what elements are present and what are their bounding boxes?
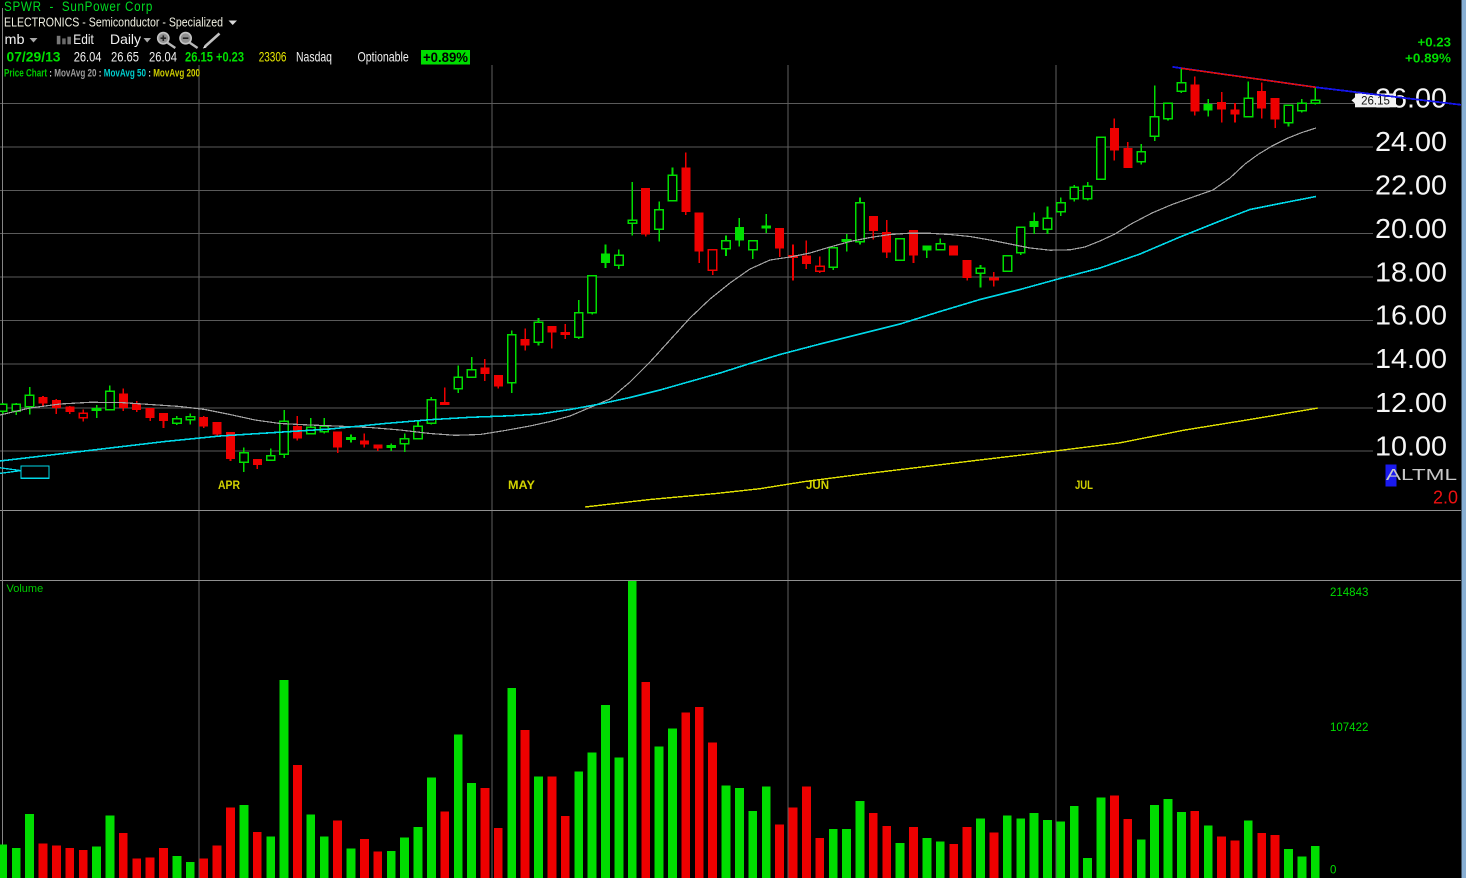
svg-text:18.00: 18.00 <box>1375 256 1447 287</box>
svg-text:+0.89%: +0.89% <box>423 50 468 65</box>
svg-text:16.00: 16.00 <box>1375 300 1447 331</box>
svg-text:0: 0 <box>1330 865 1336 877</box>
svg-text:Daily: Daily <box>110 31 141 47</box>
svg-text:214843: 214843 <box>1330 587 1368 599</box>
svg-text:12.00: 12.00 <box>1375 387 1447 418</box>
svg-text:ELECTRONICS - Semiconductor -: ELECTRONICS - Semiconductor - Specialize… <box>4 15 223 30</box>
svg-text:JUL: JUL <box>1075 480 1093 492</box>
svg-text:Price Chart : MovAvg 20 : MovA: Price Chart : MovAvg 20 : MovAvg 50 : Mo… <box>4 68 200 80</box>
svg-text:22.00: 22.00 <box>1375 170 1447 201</box>
svg-text:10.00: 10.00 <box>1375 430 1447 461</box>
svg-text:Optionable: Optionable <box>358 49 409 65</box>
svg-text:26.65: 26.65 <box>111 49 139 65</box>
svg-text:20.00: 20.00 <box>1375 213 1447 244</box>
svg-text:+0.89%: +0.89% <box>1405 52 1451 66</box>
svg-text:+0.23: +0.23 <box>1418 36 1452 50</box>
svg-text:26.04: 26.04 <box>74 49 102 65</box>
svg-text:24.00: 24.00 <box>1375 126 1447 157</box>
svg-text:MAY: MAY <box>508 480 535 492</box>
svg-text:Edit: Edit <box>73 31 94 47</box>
svg-text:107422: 107422 <box>1330 722 1368 734</box>
svg-text:23306: 23306 <box>259 49 287 65</box>
svg-text:APR: APR <box>218 480 241 492</box>
svg-text:mb: mb <box>5 31 25 47</box>
svg-text:26.15: 26.15 <box>1361 96 1390 108</box>
svg-text:07/29/13: 07/29/13 <box>7 49 61 65</box>
svg-text:SPWR - SunPower Corp: SPWR - SunPower Corp <box>4 0 153 14</box>
svg-text:+0.23: +0.23 <box>216 49 244 65</box>
svg-text:JUN: JUN <box>806 480 829 492</box>
svg-text:26.04: 26.04 <box>149 49 177 65</box>
svg-text:14.00: 14.00 <box>1375 343 1447 374</box>
svg-text:26.15: 26.15 <box>185 49 213 65</box>
svg-text:Volume: Volume <box>7 583 44 595</box>
svg-text:Nasdaq: Nasdaq <box>296 49 332 65</box>
svg-text:2.0: 2.0 <box>1433 488 1458 508</box>
svg-text:ALTML: ALTML <box>1386 467 1457 484</box>
